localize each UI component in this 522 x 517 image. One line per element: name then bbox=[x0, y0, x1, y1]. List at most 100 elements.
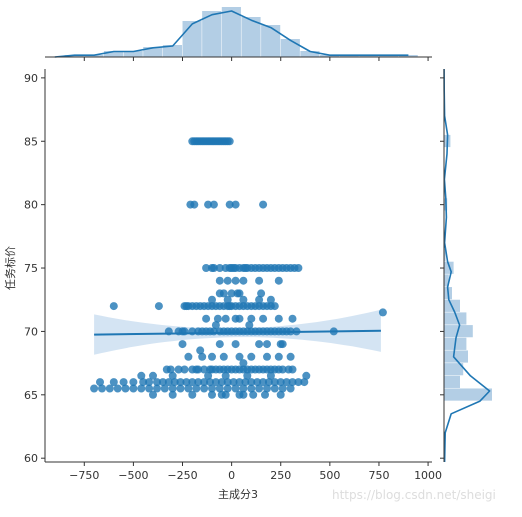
scatter-point bbox=[192, 384, 201, 393]
scatter-point bbox=[154, 302, 163, 311]
scatter-point bbox=[255, 295, 264, 304]
scatter-point bbox=[266, 295, 275, 304]
scatter-point bbox=[286, 384, 295, 393]
scatter-point bbox=[98, 384, 106, 393]
scatter-point bbox=[145, 378, 154, 387]
x-tick-label: 750 bbox=[368, 469, 389, 482]
scatter-point bbox=[119, 378, 128, 387]
scatter-point bbox=[219, 289, 228, 298]
scatter-point bbox=[209, 264, 218, 272]
scatter-point bbox=[231, 340, 240, 349]
scatter-point bbox=[259, 200, 268, 209]
scatter-point bbox=[231, 200, 240, 209]
scatter-point bbox=[208, 352, 216, 361]
y-tick-label: 75 bbox=[24, 262, 38, 275]
scatter-point bbox=[259, 378, 268, 387]
scatter-point bbox=[274, 352, 283, 361]
scatter-point bbox=[213, 314, 222, 323]
scatter-point bbox=[137, 384, 146, 393]
x-tick-label: −250 bbox=[167, 469, 197, 482]
y-hist-bar bbox=[444, 388, 492, 401]
scatter-point bbox=[278, 340, 287, 349]
scatter-point bbox=[263, 352, 271, 361]
y-tick-label: 65 bbox=[24, 389, 38, 402]
scatter-point bbox=[190, 137, 199, 146]
y-tick-label: 70 bbox=[24, 325, 38, 338]
scatter-point bbox=[211, 321, 220, 330]
scatter-point bbox=[239, 390, 248, 399]
y-hist-bar bbox=[444, 249, 446, 262]
scatter-point bbox=[241, 378, 250, 387]
scatter-point bbox=[294, 378, 303, 387]
scatter-point bbox=[139, 378, 148, 387]
y-tick-label: 85 bbox=[24, 135, 38, 148]
scatter-point bbox=[263, 384, 271, 393]
y-hist-bar bbox=[444, 312, 467, 325]
x-kde-curve bbox=[54, 10, 409, 58]
scatter-point bbox=[109, 378, 118, 387]
scatter-point bbox=[229, 378, 238, 387]
scatter-point bbox=[253, 378, 262, 387]
scatter-point bbox=[174, 365, 183, 374]
scatter-point bbox=[184, 384, 193, 393]
x-hist-bar bbox=[261, 25, 281, 57]
scatter-point bbox=[170, 378, 179, 387]
x-tick-label: −500 bbox=[118, 469, 148, 482]
scatter-point bbox=[198, 352, 207, 361]
scatter-point bbox=[168, 384, 177, 393]
scatter-point bbox=[288, 378, 297, 387]
scatter-point bbox=[200, 378, 209, 387]
scatter-point bbox=[243, 371, 252, 380]
scatter-point bbox=[137, 371, 146, 380]
scatter-point bbox=[239, 384, 248, 393]
scatter-point bbox=[192, 365, 201, 374]
scatter-point bbox=[247, 352, 256, 361]
scatter-point bbox=[225, 302, 234, 311]
y-hist-bar bbox=[444, 274, 449, 287]
scatter-point bbox=[274, 276, 283, 285]
x-tick-label: −750 bbox=[69, 469, 99, 482]
scatter-point bbox=[208, 390, 216, 399]
scatter-point bbox=[215, 264, 224, 272]
x-hist-bar bbox=[280, 39, 300, 57]
x-tick-label: 1000 bbox=[414, 469, 442, 482]
scatter-point bbox=[109, 302, 118, 311]
regression-line bbox=[94, 329, 381, 336]
right-marginal-histogram bbox=[440, 68, 492, 463]
scatter-point bbox=[249, 390, 258, 399]
scatter-point bbox=[96, 378, 104, 387]
scatter-point bbox=[282, 378, 291, 387]
x-axis-title: 主成分3 bbox=[218, 488, 258, 501]
scatter-point bbox=[168, 390, 177, 399]
scatter-point bbox=[166, 365, 175, 374]
scatter-point bbox=[215, 276, 224, 285]
x-hist-bar bbox=[221, 7, 241, 57]
x-hist-bar bbox=[103, 51, 124, 57]
scatter-point bbox=[235, 314, 244, 323]
scatter-point bbox=[235, 378, 244, 387]
x-hist-bar bbox=[123, 51, 143, 57]
scatter-point bbox=[221, 314, 230, 323]
y-hist-bar bbox=[444, 350, 468, 363]
scatter-point bbox=[160, 384, 169, 393]
scatter-point bbox=[184, 352, 193, 361]
top-marginal-histogram bbox=[45, 7, 432, 61]
scatter-point bbox=[223, 384, 232, 393]
scatter-point bbox=[208, 384, 216, 393]
scatter-point bbox=[158, 378, 167, 387]
scatter-point bbox=[149, 390, 157, 399]
scatter-point bbox=[229, 264, 238, 272]
scatter-point bbox=[239, 295, 248, 304]
scatter-point bbox=[239, 359, 248, 368]
scatter-point bbox=[215, 384, 224, 393]
scatter-point bbox=[129, 384, 138, 393]
scatter-point bbox=[274, 314, 283, 323]
regression-fit-line bbox=[94, 329, 381, 336]
y-axis-title: 任务标价 bbox=[3, 246, 17, 290]
scatter-point bbox=[223, 295, 232, 304]
scatter-point bbox=[225, 137, 234, 146]
main-scatter-plot: −750 −500 −250 0 250 500 750 1000 60 65 70 75 80 85 9… bbox=[24, 69, 442, 482]
scatter-point bbox=[200, 384, 209, 393]
scatter-point bbox=[180, 302, 189, 311]
scatter-point bbox=[276, 390, 285, 399]
